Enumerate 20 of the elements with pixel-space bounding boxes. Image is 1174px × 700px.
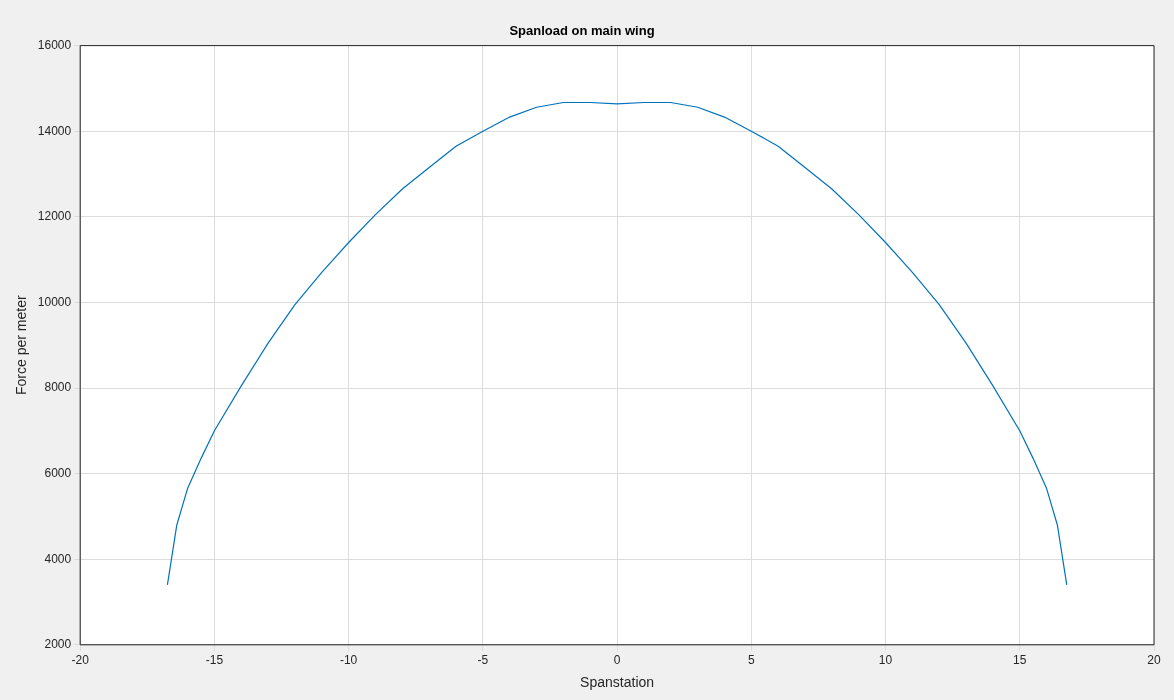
y-axis-title: Force per meter [13, 295, 30, 395]
x-tick-label: -10 [339, 653, 358, 668]
y-tick-label: 6000 [44, 465, 72, 480]
x-tick-label: 15 [1013, 653, 1027, 668]
y-tick-label: 16000 [37, 37, 72, 52]
y-tick-label: 10000 [37, 294, 72, 309]
y-tick-label: 4000 [44, 551, 72, 566]
y-tick-label: 12000 [37, 209, 72, 224]
chart-title: Spanload on main wing [509, 23, 655, 39]
x-tick-label: 20 [1147, 653, 1161, 668]
x-tick-label: 5 [747, 653, 755, 668]
x-axis-title: Spanstation [580, 674, 655, 691]
x-tick-label: 0 [613, 653, 621, 668]
y-tick-label: 14000 [37, 123, 72, 138]
y-tick-label: 2000 [44, 637, 72, 652]
x-tick-label: -15 [205, 653, 224, 668]
x-tick-label: -5 [477, 653, 489, 668]
x-tick-label: -20 [71, 653, 90, 668]
x-tick-label: 10 [878, 653, 893, 668]
y-tick-label: 8000 [44, 380, 72, 395]
